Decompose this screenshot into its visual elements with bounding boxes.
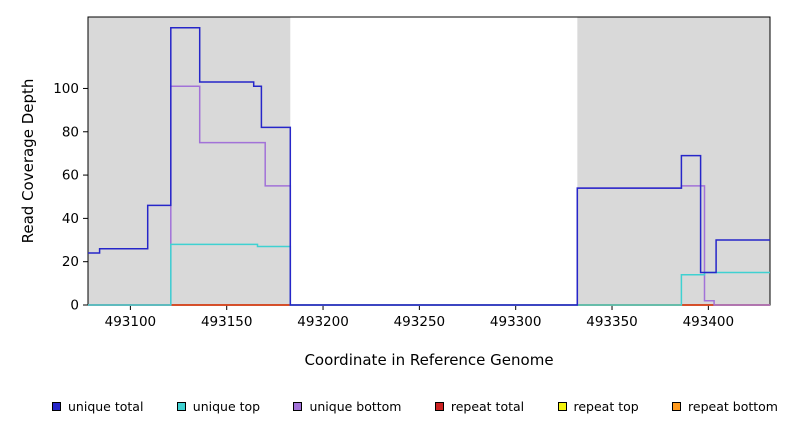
x-tick-label: 493150 — [201, 314, 253, 330]
legend-item-unique-top: unique top — [176, 399, 261, 414]
legend-item-unique-total: unique total — [52, 399, 143, 414]
legend-label: repeat bottom — [688, 399, 778, 414]
legend-item-repeat-bottom: repeat bottom — [672, 399, 778, 414]
y-tick-label: 100 — [53, 81, 79, 97]
legend-label: repeat top — [573, 399, 639, 414]
legend-swatch-icon — [52, 402, 61, 411]
legend-item-repeat-total: repeat total — [434, 399, 525, 414]
x-tick-label: 493200 — [297, 314, 349, 330]
shaded-region — [88, 17, 291, 305]
legend-swatch-icon — [672, 402, 682, 411]
legend-label: unique top — [192, 399, 261, 414]
y-tick-label: 40 — [62, 211, 79, 227]
x-tick-label: 493300 — [490, 314, 542, 330]
x-tick-label: 493400 — [683, 314, 735, 330]
x-axis-label: Coordinate in Reference Genome — [304, 351, 554, 369]
y-tick-label: 20 — [62, 254, 79, 270]
shaded-region — [577, 17, 770, 305]
legend: unique total unique top unique bottom repea… — [0, 399, 792, 414]
legend-swatch-icon — [557, 402, 567, 411]
x-tick-label: 493250 — [394, 314, 446, 330]
series-unique-total — [88, 27, 770, 306]
legend-swatch-icon — [293, 402, 303, 411]
legend-swatch-icon — [434, 402, 444, 411]
x-tick-label: 493350 — [586, 314, 638, 330]
legend-swatch-icon — [176, 402, 186, 411]
y-tick-label: 0 — [70, 298, 79, 314]
legend-label: unique total — [68, 399, 144, 414]
legend-item-repeat-top: repeat top — [557, 399, 639, 414]
y-tick-label: 80 — [62, 124, 79, 140]
y-axis-label: Read Coverage Depth — [19, 78, 37, 244]
legend-item-unique-bottom: unique bottom — [293, 399, 402, 414]
legend-label: repeat total — [450, 399, 525, 414]
plot-svg: 0 20 40 60 80 100 493100 493150 493200 493250 4933… — [53, 16, 771, 330]
x-tick-label: 493100 — [105, 314, 157, 330]
y-tick-label: 60 — [62, 168, 79, 184]
legend-label: unique bottom — [309, 399, 402, 414]
